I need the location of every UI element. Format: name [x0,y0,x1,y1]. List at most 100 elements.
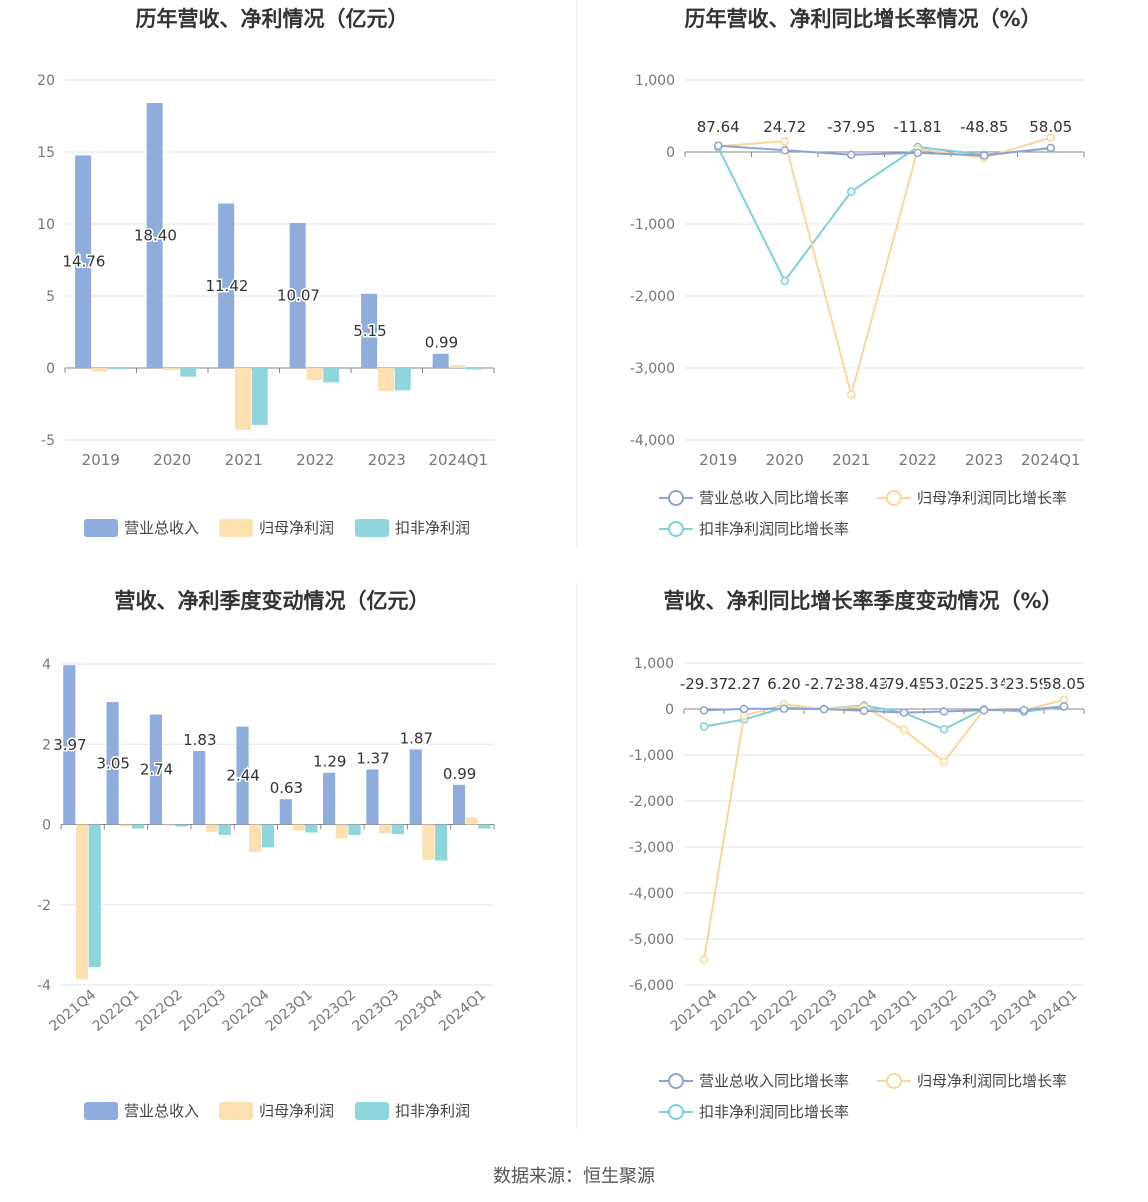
data-label: 2.27 [727,675,760,693]
x-tick-label: 2023Q2 [306,987,359,1035]
y-tick-label: -5 [41,433,55,449]
x-tick-label: 2022Q3 [176,987,229,1035]
annual-revenue-profit-chart: 历年营收、净利情况（亿元） 20 15 10 5 0 -5 2019 2020 2021 2022 2… [37,7,495,537]
legend-label: 归母净利润同比增长率 [917,489,1067,507]
bar-扣非净利润 [466,368,483,370]
data-label: 6.20 [767,675,800,693]
bar-营业总收入 [149,714,162,825]
legend-swatch [84,519,118,537]
quarterly-growth-rate-chart: 营收、净利同比增长率季度变动情况（%） 1,000 0 -1,000 -2,000 -3,… [629,589,1087,1121]
x-tick-label: 2021Q4 [46,987,99,1035]
y-tick-label: 10 [37,217,55,233]
bar-营业总收入 [361,293,378,368]
x-tick-label: 2023Q4 [393,987,446,1035]
x-tick-label: 2022Q1 [90,987,143,1035]
x-tick-label: 2023 [965,451,1003,469]
bar-营业总收入 [279,799,292,825]
bar-归母净利润 [379,824,392,834]
data-label: 11.42 [205,277,248,295]
x-tick-label: 2024Q1 [436,987,489,1035]
point-营业总收入同比增长率 [979,705,989,715]
point-营业总收入同比增长率 [714,141,723,150]
legend-label: 扣非净利润同比增长率 [699,520,849,538]
y-tick-label: -3,000 [630,361,675,377]
point-营业总收入同比增长率 [739,704,749,714]
bar-归母净利润 [249,824,262,852]
point-归母净利润同比增长率 [1046,133,1055,142]
point-扣非净利润同比增长率 [699,722,709,731]
data-label: 5.15 [353,322,386,340]
legend-swatch-marker [668,490,684,506]
bar-归母净利润 [119,824,132,827]
bar-归母净利润 [292,824,305,831]
series-line-营业总收入同比增长率 [718,144,1051,157]
y-tick-label: -5,000 [629,932,674,948]
point-营业总收入同比增长率 [859,706,869,716]
chart-title: 历年营收、净利同比增长率情况（%） [684,7,1041,31]
legend-label: 归母净利润 [259,1102,334,1120]
data-label: -25.34 [960,675,1008,693]
x-tick-label: 2022Q2 [133,987,186,1035]
chart-title: 历年营收、净利情况（亿元） [136,7,409,31]
y-tick-label: 0 [665,702,674,718]
bar-归母净利润 [234,368,251,430]
point-营业总收入同比增长率 [913,148,922,158]
y-tick-label: 1,000 [634,656,674,672]
bar-扣非净利润 [435,824,448,861]
series-line-归母净利润同比增长率 [718,136,1052,399]
point-归母净利润同比增长率 [847,390,856,399]
chart-title: 营收、净利季度变动情况（亿元） [115,589,430,613]
data-label: -48.85 [960,118,1008,136]
bar-营业总收入 [323,772,336,825]
series-line-归母净利润同比增长率 [703,698,1065,960]
series-line-营业总收入同比增长率 [703,705,1065,714]
bar-扣非净利润 [108,368,125,369]
x-tick-label: 2019 [699,451,737,469]
y-tick-label: -2,000 [630,289,675,305]
point-营业总收入同比增长率 [1019,705,1029,715]
bar-扣非净利润 [305,824,318,833]
data-label: 1.29 [313,753,346,771]
bar-归母净利润 [465,817,478,825]
data-label: 2.74 [140,761,173,779]
bar-扣非净利润 [251,368,268,425]
y-tick-label: -2 [37,898,51,914]
point-归母净利润同比增长率 [739,711,749,721]
x-tick-label: 2021 [832,451,870,469]
point-扣非净利润同比增长率 [939,724,949,734]
data-label: -37.95 [827,118,875,136]
y-tick-label: 0 [666,145,675,161]
bar-归母净利润 [91,368,108,372]
point-营业总收入同比增长率 [1059,702,1069,711]
point-扣非净利润同比增长率 [847,187,856,196]
bar-扣非净利润 [261,824,275,848]
data-label: 87.64 [697,118,740,136]
bar-归母净利润 [163,368,180,371]
point-扣非净利润同比增长率 [780,276,789,286]
bar-营业总收入 [218,203,235,368]
panel-divider-top [576,0,577,548]
bar-营业总收入 [236,726,249,825]
data-label: 58.05 [1029,118,1072,136]
legend-label: 归母净利润 [259,519,334,537]
data-label: 1.37 [356,750,389,768]
data-label: 0.99 [425,334,458,352]
x-tick-label: 2023Q1 [263,987,316,1035]
point-营业总收入同比增长率 [780,145,789,155]
y-tick-label: 5 [46,289,55,305]
bar-营业总收入 [432,353,449,368]
point-营业总收入同比增长率 [980,151,989,160]
bar-扣非净利润 [348,824,361,835]
bar-营业总收入 [289,222,306,368]
bar-归母净利润 [449,365,466,368]
bar-营业总收入 [146,103,163,368]
x-tick-label: 2022 [296,451,334,469]
y-tick-label: -6,000 [629,978,674,994]
bar-营业总收入 [106,702,119,825]
bar-扣非净利润 [394,368,411,391]
data-label: -53.02 [920,675,968,693]
bar-营业总收入 [452,784,466,825]
data-label: 10.07 [277,286,320,304]
x-tick-label: 2024Q1 [1021,451,1081,469]
